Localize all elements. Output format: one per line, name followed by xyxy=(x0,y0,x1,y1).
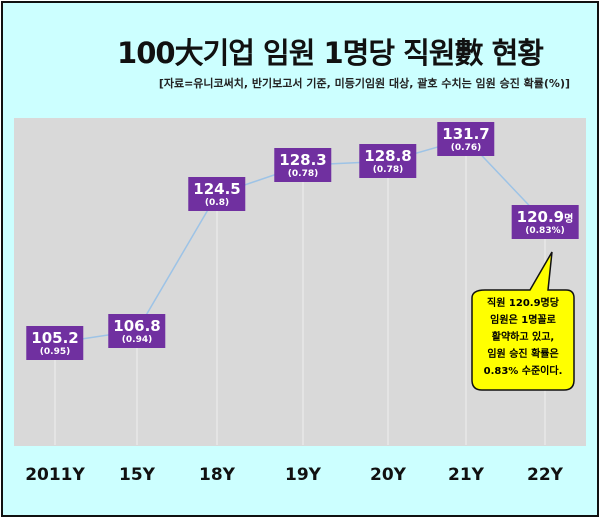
data-label-box: 128.8 (0.78) xyxy=(359,144,417,179)
value-label: 120.9명 xyxy=(516,208,574,227)
callout-bubble xyxy=(471,251,575,391)
data-label-box: 128.3 (0.78) xyxy=(274,148,332,183)
percent-label: (0.76) xyxy=(450,142,482,153)
chart-subtitle: [자료=유니코써치, 반기보고서 기준, 미등기임원 대상, 괄호 수치는 임원… xyxy=(158,77,571,90)
value-label: 131.7 xyxy=(442,124,490,143)
percent-label: (0.95) xyxy=(39,347,71,357)
value-label: 124.5 xyxy=(193,180,241,199)
callout-line: 임원 승진 확률은 xyxy=(487,349,559,360)
x-tick-label: 21Y xyxy=(448,465,484,485)
unit-label: 명 xyxy=(564,214,574,226)
data-label-box: 106.8 (0.94) xyxy=(108,313,166,348)
callout-line: 임원은 1명꼴로 xyxy=(490,315,556,326)
data-label-box: 131.7 (0.76) xyxy=(437,121,495,156)
percent-label: (0.94) xyxy=(121,334,153,345)
percent-label: (0.8) xyxy=(204,198,230,209)
data-label-box: 105.2 (0.95) xyxy=(26,326,84,360)
callout-line: 0.83% 수준이다. xyxy=(483,366,563,377)
x-tick-label: 20Y xyxy=(370,465,406,485)
x-tick-label: 2011Y xyxy=(25,465,85,485)
x-tick-label: 19Y xyxy=(285,465,321,485)
callout-line: 활약하고 있고, xyxy=(491,332,555,343)
chart-title: 100大기업 임원 1명당 직원數 현황 xyxy=(117,36,544,70)
x-tick-label: 15Y xyxy=(119,465,155,485)
data-label-box: 124.5 (0.8) xyxy=(188,177,246,212)
value-label: 128.8 xyxy=(364,147,412,166)
value-label: 128.3 xyxy=(279,151,327,170)
x-tick-label: 18Y xyxy=(199,465,235,485)
percent-label: (0.78) xyxy=(287,169,319,180)
percent-label: (0.78) xyxy=(372,165,404,176)
value-label: 105.2 xyxy=(31,329,79,347)
callout-line: 직원 120.9명당 xyxy=(487,298,559,309)
percent-label: (0.83%) xyxy=(525,226,565,237)
x-tick-label: 22Y xyxy=(527,465,563,485)
data-label-box: 120.9명 (0.83%) xyxy=(511,205,579,240)
value-label: 106.8 xyxy=(113,316,161,335)
